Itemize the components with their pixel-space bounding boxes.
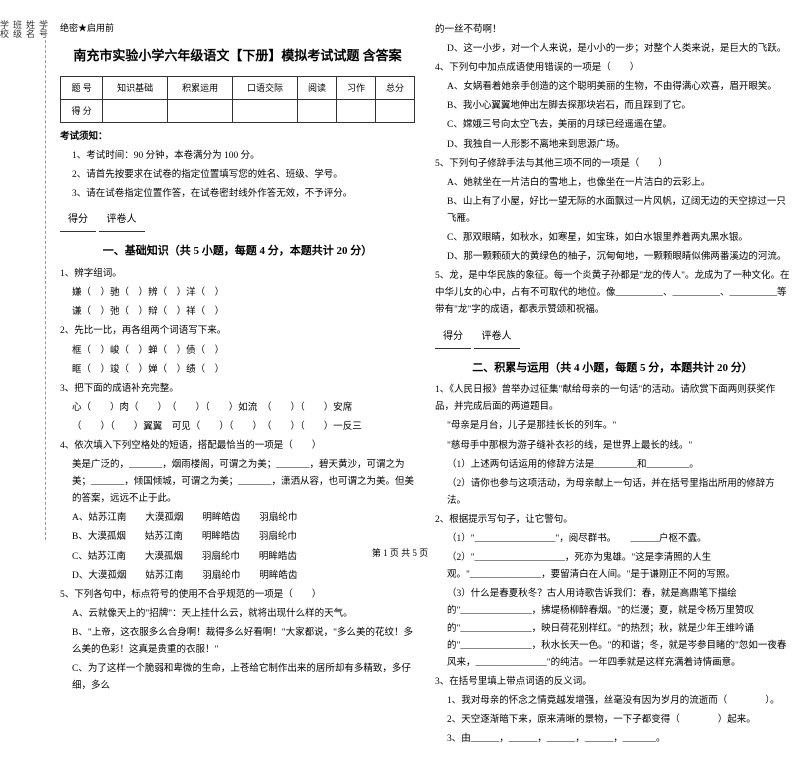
notice-item: 3、请在试卷指定位置作答，在试卷密封线外作答无效，不予评分。	[60, 186, 415, 203]
score-label: 得分	[435, 326, 471, 349]
q1-stem: 1、辨字组词。	[60, 266, 415, 283]
q5-opt: B、"上帝，这衣服多么合身啊！裁得多么好看啊！"大家都说，"多么美的花纹！多么美…	[60, 625, 415, 659]
s2q3-line: 3、由______，______，______，______，_______。	[435, 731, 790, 748]
opt: D、这一小步，对一个人来说，是小小的一步；对整个人类来说，是巨大的飞跃。	[435, 41, 790, 58]
opt: B、我小心翼翼地伸出左脚去探那块岩石，而且踩到了它。	[435, 98, 790, 115]
secret-mark: 绝密★启用前	[60, 20, 415, 36]
opt: D、那一颗颗硕大的黄绿色的柚子，沉甸甸地，一颗颗眼睛似佛两番溪边的河流。	[435, 249, 790, 266]
score-table: 题 号 知识基础 积累运用 口语交际 阅读 习作 总分 得 分	[60, 76, 415, 123]
notice-heading: 考试须知：	[60, 129, 415, 146]
fold-line	[45, 20, 46, 540]
q1-row: 谦（ ）弛（ ）辩（ ）祥（ ）	[60, 304, 415, 321]
q2-row: 眶（ ）竣（ ）婵（ ）绩（ ）	[60, 362, 415, 379]
scorebox-row: 得分 评卷人	[435, 322, 790, 353]
scorebox-row: 得分 评卷人	[60, 205, 415, 236]
exam-page: 绝密★启用前 南充市实验小学六年级语文【下册】模拟考试试题 含答案 题 号 知识…	[0, 0, 800, 760]
th: 总分	[375, 76, 414, 99]
s2q2-sub: （3）什么是春夏秋冬？古人用诗歌告诉我们：春，就是高鼎笔下描绘的"_______…	[435, 586, 790, 671]
q4-stem: 4、依次填入下列空格处的短语，搭配最恰当的一项是（ ）	[60, 438, 415, 455]
q4-opt: B、大漠孤烟 姑苏江南 明眸皓齿 羽扇纶巾	[60, 529, 415, 546]
notice-item: 2、请首先按要求在试卷的指定位置填写您的姓名、班级、学号。	[60, 167, 415, 184]
q4-body: 美是广泛的，_______，烟雨楼阁，可谓之为美；_______，碧天黄沙，可谓…	[60, 457, 415, 508]
s2q1-sub: （1）上述两句话运用的修辞方法是_________和_________。	[435, 457, 790, 474]
sidebar-label: 学号	[37, 20, 50, 38]
s2q3-line: 2、天空逐渐暗下来，原来清晰的景物，一下子都变得（ ）起来。	[435, 712, 790, 729]
right-column: 的一丝不苟啊！ D、这一小步，对一个人来说，是小小的一步；对整个人类来说，是巨大…	[435, 20, 790, 750]
opt: A、她就坐在一片洁白的雪地上，也像坐在一片洁白的云彩上。	[435, 175, 790, 192]
notice-item: 1、考试时间：90 分钟，本卷满分为 100 分。	[60, 148, 415, 165]
q3-line: 心（ ）肉（ ） （ ）（ ）如流 （ ）（ ）安席	[60, 400, 415, 417]
q5-opt: A、云就像天上的"招牌"：天上挂什么云，就将出现什么样的天气。	[60, 606, 415, 623]
cont-line: 的一丝不苟啊！	[435, 22, 790, 39]
section2-title: 二、积累与运用（共 4 小题，每题 5 分，本题共计 20 分）	[435, 359, 790, 379]
s2q1-line: "母亲是月台，儿子是那挂长长的列车。"	[435, 418, 790, 435]
s2q1-stem: 1、《人民日报》曾举办过征集"献给母亲的一句话"的活动。请欣赏下面两则获奖作品，…	[435, 382, 790, 416]
q1-row: 嫌（ ）驰（ ）辨（ ）洋（ ）	[60, 285, 415, 302]
q5-stem2: 5、下列句子修辞手法与其他三项不同的一项是（ ）	[435, 156, 790, 173]
s2q1-sub: （2）请你也参与这项活动，为母亲献上一句话，并在括号里指出所用的修辞方法。	[435, 476, 790, 510]
opt: C、嫦娥三号向太空飞去，美丽的月球已经遥遥在望。	[435, 117, 790, 134]
q5-stem: 5、下列各句中，标点符号的使用不合乎规范的一项是（ ）	[60, 587, 415, 604]
th: 口语交际	[233, 76, 298, 99]
s2q2-stem: 2、根据提示写句子，让它警句。	[435, 512, 790, 529]
opt: D、我独自一人形影不离地来到思源广场。	[435, 137, 790, 154]
q4-stem2: 4、下列句中加点成语使用错误的一项是（ ）	[435, 60, 790, 77]
th: 习作	[337, 76, 376, 99]
s2q3-stem: 3、在括号里填上带点词语的反义词。	[435, 674, 790, 691]
th: 积累运用	[168, 76, 233, 99]
td: 得 分	[61, 99, 103, 122]
opt: C、那双眼睛，如秋水，如寒星，如宝珠，如白水银里养着两丸黑水银。	[435, 230, 790, 247]
opt: B、山上有了小屋，好比一望无际的水面飘过一片风帆，辽阔无边的天空掠过一只飞雁。	[435, 194, 790, 228]
s2q3-line: 1、我对母亲的怀念之情竟越发增强，丝毫没有因为岁月的流逝而（ ）。	[435, 693, 790, 710]
grader-label: 评卷人	[99, 209, 145, 232]
grader-label: 评卷人	[474, 326, 520, 349]
q3-line: （ ）（ ）翼翼 可见（ ）（ ） （ ）（ ）一反三	[60, 419, 415, 436]
sidebar-label: 学校	[0, 20, 11, 38]
q5-opt: C、为了这样一个脆弱和卑微的生命，上苍给它制作出来的居所却有多精致，多仔细，多么	[60, 661, 415, 695]
th: 知识基础	[103, 76, 168, 99]
th: 阅读	[298, 76, 337, 99]
q6: 5、龙，是中华民族的象征。每一个炎黄子孙都是"龙的传人"。龙成为了一种文化。在中…	[435, 268, 790, 319]
opt: A、女娲看着她亲手创造的这个聪明美丽的生物，不由得满心欢喜，眉开眼笑。	[435, 79, 790, 96]
s2q1-line: "慈母手中那根为游子缝补衣衫的线，是世界上最长的线。"	[435, 438, 790, 455]
sidebar-label: 班级	[11, 20, 24, 38]
q4-opt: A、姑苏江南 大漠孤烟 明眸皓齿 羽扇纶巾	[60, 510, 415, 527]
section1-title: 一、基础知识（共 5 小题，每题 4 分，本题共计 20 分）	[60, 242, 415, 262]
left-column: 绝密★启用前 南充市实验小学六年级语文【下册】模拟考试试题 含答案 题 号 知识…	[60, 20, 415, 750]
sidebar-label: 姓名	[24, 20, 37, 38]
q2-row: 框（ ）峻（ ）蝉（ ）债（ ）	[60, 343, 415, 360]
q2-stem: 2、先比一比，再各组两个词语写下来。	[60, 323, 415, 340]
th: 题 号	[61, 76, 103, 99]
q4-opt: D、大漠孤烟 姑苏江南 羽扇纶巾 明眸皓齿	[60, 568, 415, 585]
score-label: 得分	[60, 209, 96, 232]
exam-title: 南充市实验小学六年级语文【下册】模拟考试试题 含答案	[60, 44, 415, 67]
page-footer: 第 1 页 共 5 页	[0, 546, 800, 559]
q3-stem: 3、把下面的成语补充完整。	[60, 381, 415, 398]
